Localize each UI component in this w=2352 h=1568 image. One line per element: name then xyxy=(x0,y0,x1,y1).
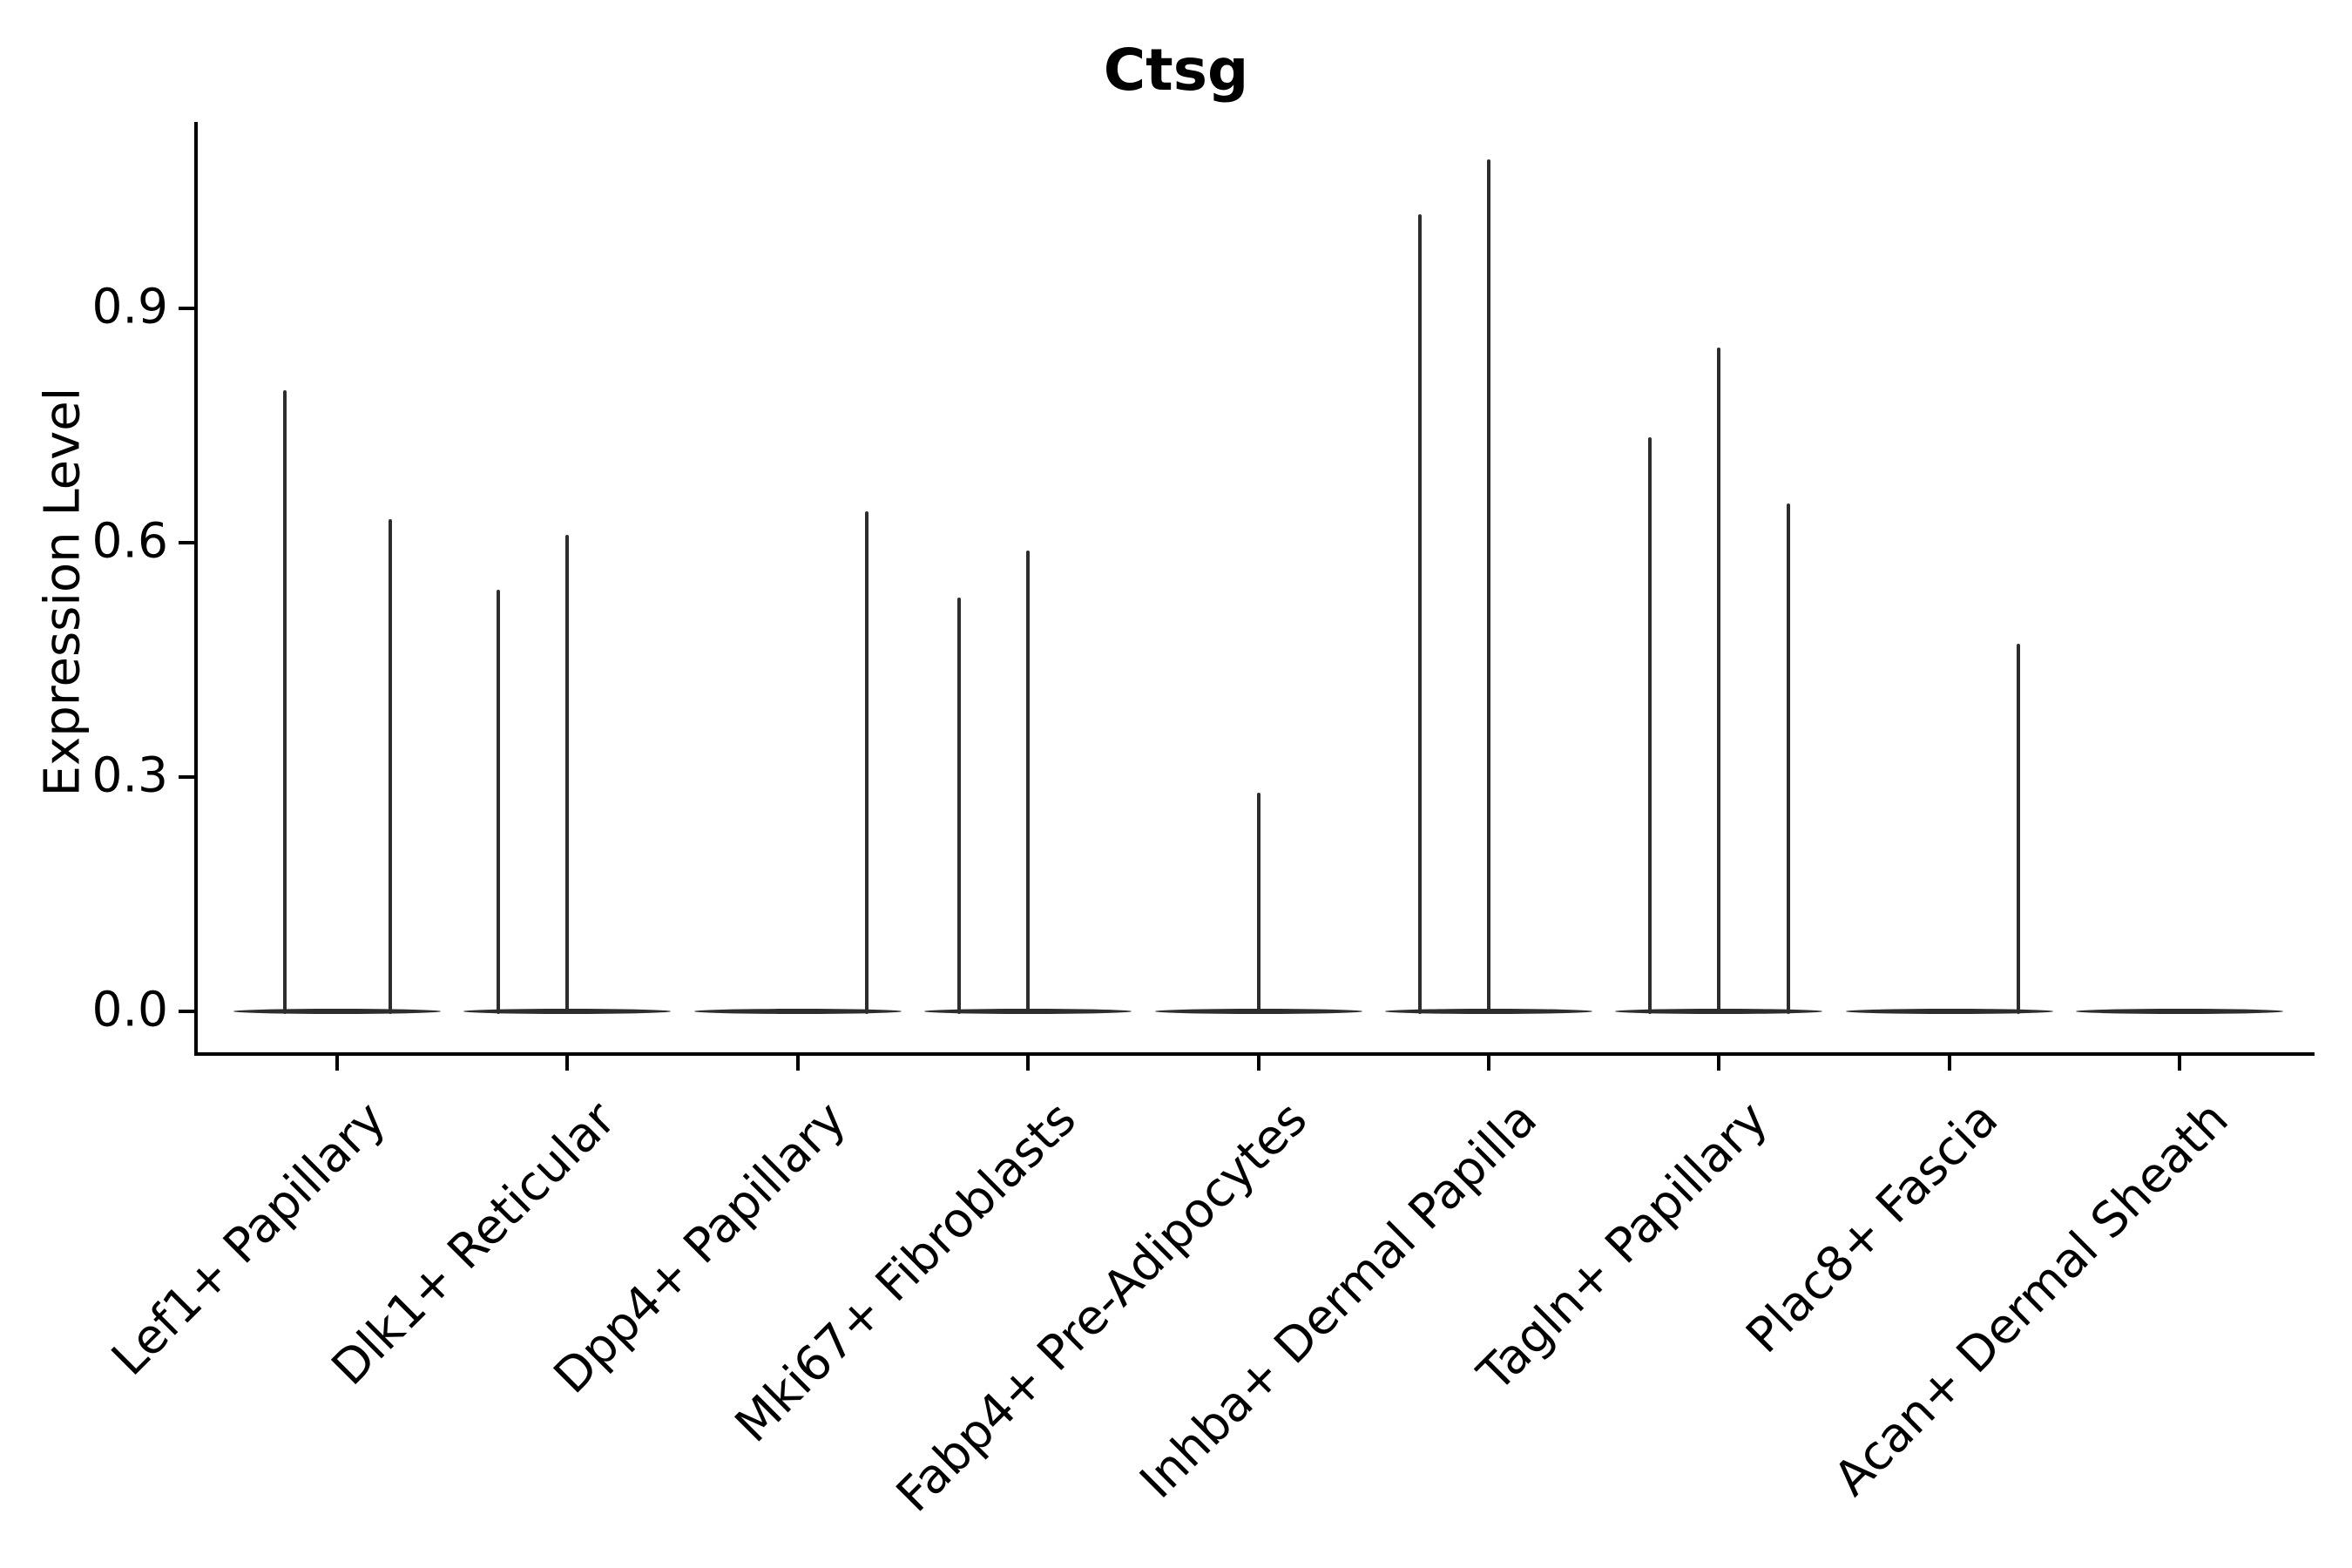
violin-base xyxy=(233,1009,441,1014)
x-tick-label: Acan+ Dermal Sheath xyxy=(1822,1091,2239,1507)
violin-spike xyxy=(1717,347,1721,1014)
x-tick-label: Fabp4+ Pre-Adipocytes xyxy=(885,1091,1317,1523)
y-tick-label: 0.6 xyxy=(91,512,168,569)
violin-spike xyxy=(2017,644,2021,1014)
violin-spike xyxy=(956,597,961,1014)
violin-spike xyxy=(1648,436,1652,1014)
violin-base xyxy=(693,1009,902,1014)
violin-base xyxy=(2076,1009,2284,1014)
violin-spike xyxy=(497,589,501,1014)
x-tick-mark xyxy=(565,1056,570,1071)
violin-spike xyxy=(1786,503,1790,1014)
x-tick-mark xyxy=(2178,1056,2182,1071)
y-axis-spine xyxy=(194,122,198,1056)
y-tick-mark xyxy=(179,1010,194,1013)
violin-spike xyxy=(1487,159,1490,1014)
y-tick-label: 0.9 xyxy=(91,278,168,335)
x-tick-mark xyxy=(335,1056,339,1071)
y-tick-mark xyxy=(179,774,194,779)
x-tick-label: Inhba+ Dermal Papilla xyxy=(1129,1091,1548,1510)
violin-spike xyxy=(1417,214,1422,1014)
y-tick-mark xyxy=(179,540,194,544)
y-tick-label: 0.0 xyxy=(91,981,168,1037)
x-tick-mark xyxy=(1026,1056,1031,1071)
x-tick-mark xyxy=(1256,1056,1260,1071)
violin-spike xyxy=(1026,550,1031,1014)
violin-base xyxy=(1845,1009,2053,1014)
x-tick-mark xyxy=(1717,1056,1721,1071)
plot-title: Ctsg xyxy=(1103,37,1249,104)
y-tick-label: 0.3 xyxy=(91,747,168,803)
violin-spike xyxy=(865,510,869,1014)
x-tick-mark xyxy=(795,1056,800,1071)
x-tick-mark xyxy=(1487,1056,1490,1071)
x-axis-spine xyxy=(194,1052,2315,1056)
violin-spike xyxy=(565,534,570,1014)
violin-spike xyxy=(389,518,393,1014)
x-tick-mark xyxy=(1947,1056,1951,1071)
y-tick-mark xyxy=(179,306,194,310)
violin-spike xyxy=(1256,792,1260,1014)
violin-spike xyxy=(282,389,287,1014)
